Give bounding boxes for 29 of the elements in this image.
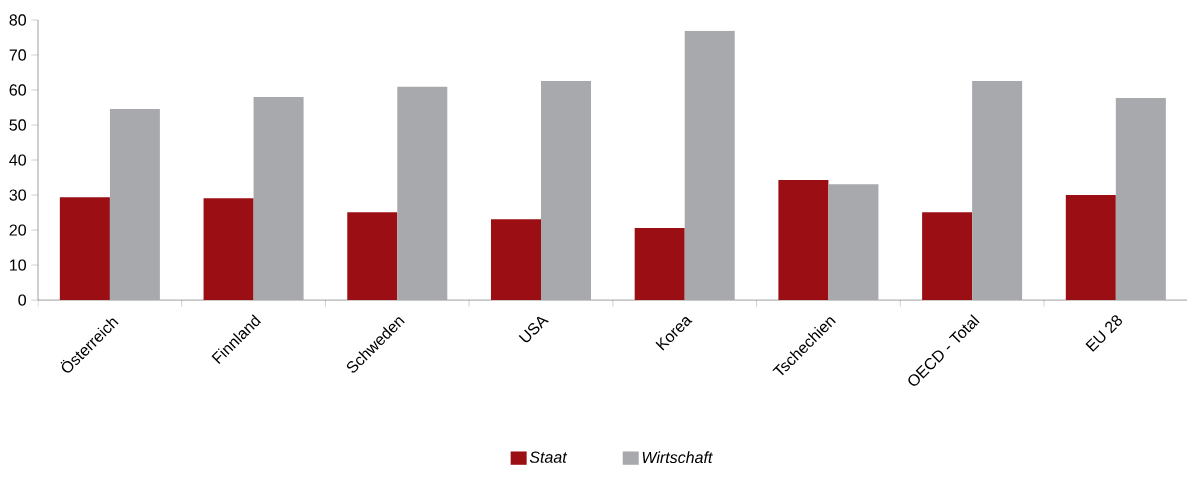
bar (634, 227, 685, 300)
bar (109, 108, 160, 300)
bar (1065, 194, 1116, 300)
legend-label: Staat (529, 451, 568, 463)
y-tick-label: 30 (9, 189, 27, 201)
y-tick-label: 0 (18, 294, 27, 306)
bar (59, 196, 110, 300)
bar (1115, 97, 1166, 300)
bar (684, 30, 735, 300)
bar (490, 218, 541, 300)
x-tick-label: USA (518, 316, 549, 342)
y-tick-label: 80 (9, 14, 27, 26)
bar (203, 197, 254, 300)
bar (397, 86, 448, 300)
y-tick-label: 70 (9, 49, 27, 61)
x-tick-label: EU 28 (1085, 315, 1123, 352)
y-tick-label: 60 (9, 84, 27, 96)
y-tick-label: 10 (10, 259, 27, 271)
y-tick-label: 50 (9, 119, 27, 131)
bar (778, 179, 829, 300)
bar (347, 211, 398, 300)
y-tick-label: 20 (9, 224, 27, 236)
bar (922, 211, 973, 300)
bar (540, 80, 592, 300)
legend-label: Wirtschaft (642, 451, 713, 463)
bar (828, 183, 879, 300)
bar (972, 80, 1023, 300)
bar (253, 96, 304, 300)
y-tick-label: 40 (9, 154, 27, 166)
